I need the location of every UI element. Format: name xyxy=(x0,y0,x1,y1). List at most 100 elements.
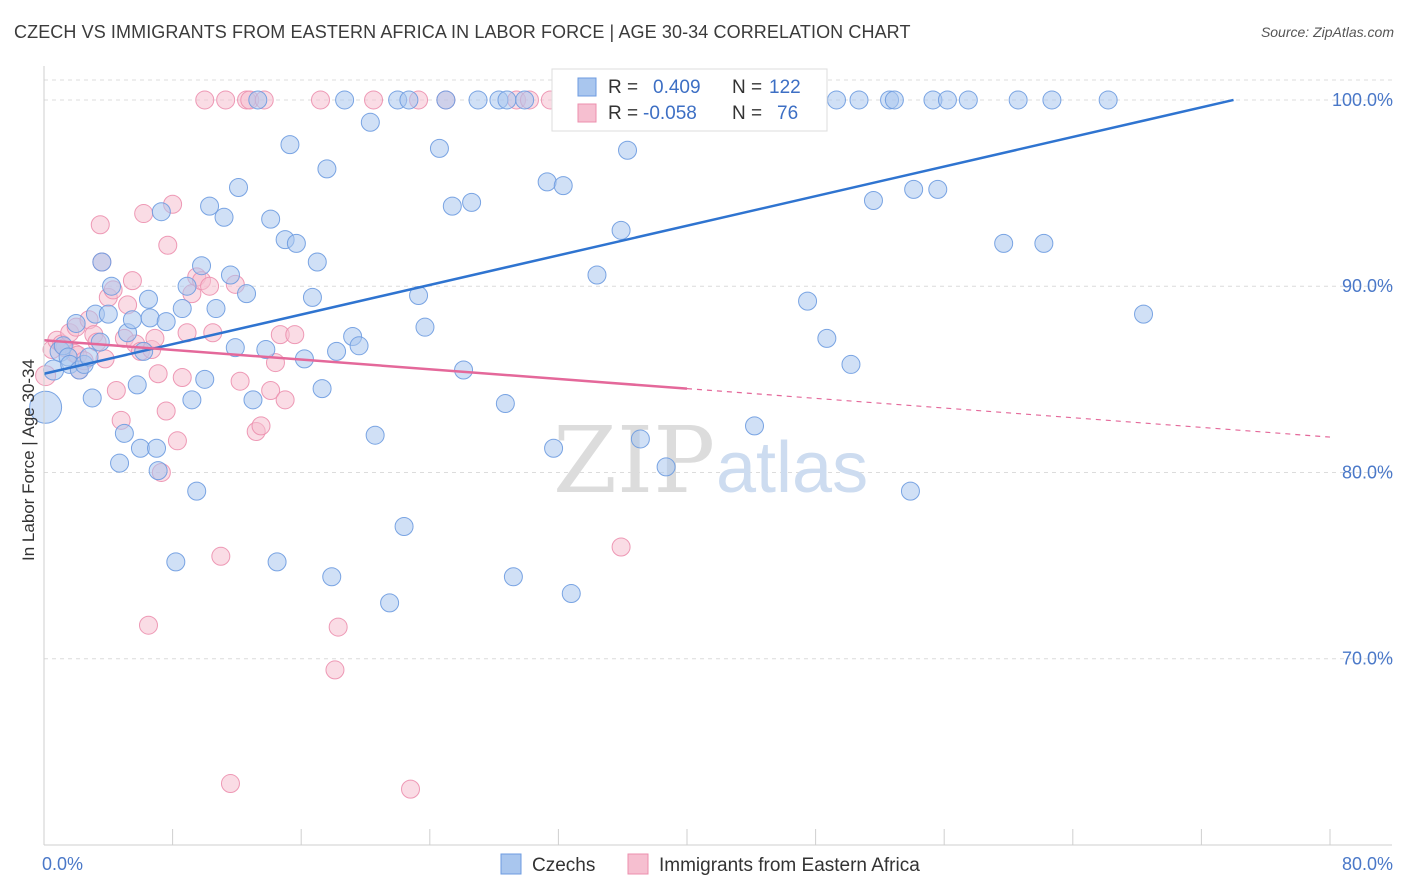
czechs-point xyxy=(745,416,765,436)
czechs-point xyxy=(29,390,63,424)
czechs-point xyxy=(130,438,150,458)
czechs-point xyxy=(225,338,245,358)
stats-czechs-r-label: R = xyxy=(608,77,638,98)
immigrants-point xyxy=(122,271,142,291)
czechs-point xyxy=(994,233,1014,253)
czechs-point xyxy=(937,90,957,110)
czechs-point xyxy=(302,287,322,307)
immigrants-point xyxy=(285,325,305,345)
czechs-point xyxy=(114,423,134,443)
czechs-point xyxy=(495,394,515,414)
immigrants-point xyxy=(138,615,158,635)
czechs-point xyxy=(66,313,86,333)
stats-czechs-r-value: 0.409 xyxy=(653,77,701,98)
stats-immigrants-r-label: R = xyxy=(608,103,638,124)
trend-lines xyxy=(43,98,1331,438)
czechs-point xyxy=(206,299,226,319)
czechs-point xyxy=(237,284,257,304)
czechs-point xyxy=(900,481,920,501)
immigrants-point xyxy=(200,276,220,296)
stats-czechs-swatch xyxy=(577,77,597,97)
czechs-point xyxy=(267,552,287,572)
czechs-point xyxy=(863,191,883,211)
czechs-point xyxy=(399,90,419,110)
y-tick-label: 80.0% xyxy=(1342,462,1393,482)
czechs-point xyxy=(200,196,220,216)
immigrants-point xyxy=(275,390,295,410)
immigrants-point xyxy=(134,204,154,224)
czechs-point xyxy=(928,179,948,199)
stats-immigrants-n-value: 76 xyxy=(777,103,798,124)
czechs-point xyxy=(127,375,147,395)
legend-immigrants-swatch xyxy=(627,853,649,875)
czechs-point xyxy=(317,159,337,179)
stats-czechs-n-label: N = xyxy=(732,77,762,98)
immigrants-point xyxy=(611,537,631,557)
czechs-point xyxy=(826,90,846,110)
czechs-point xyxy=(1034,233,1054,253)
czechs-point xyxy=(497,90,517,110)
czechs-point xyxy=(147,438,167,458)
czechs-point xyxy=(140,308,160,328)
czechs-point xyxy=(156,312,176,332)
chart-title: CZECH VS IMMIGRANTS FROM EASTERN AFRICA … xyxy=(14,22,911,42)
czechs-point xyxy=(1098,90,1118,110)
czechs-point xyxy=(187,481,207,501)
czechs-point xyxy=(122,310,142,330)
immigrants-point xyxy=(172,367,192,387)
czechs-point xyxy=(365,425,385,445)
legend: Czechs Immigrants from Eastern Africa xyxy=(500,853,920,876)
czechs-point xyxy=(229,177,249,197)
czechs-trend-line xyxy=(43,98,1234,375)
czechs-point xyxy=(182,390,202,410)
czechs-point xyxy=(243,390,263,410)
czechs-point xyxy=(884,90,904,110)
czechs-point xyxy=(148,461,168,481)
immigrants-point xyxy=(195,90,215,110)
stats-box-frame xyxy=(551,68,828,132)
czechs-point xyxy=(537,172,557,192)
czechs-point xyxy=(468,90,488,110)
watermark: ZIP atlas xyxy=(553,407,868,514)
immigrants-point xyxy=(216,90,236,110)
immigrants-point xyxy=(156,401,176,421)
czechs-point xyxy=(177,276,197,296)
czechs-point xyxy=(322,567,342,587)
czechs-point xyxy=(515,90,535,110)
czechs-point xyxy=(248,90,268,110)
czechs-point xyxy=(307,252,327,272)
czechs-point xyxy=(172,299,192,319)
immigrants-point xyxy=(325,660,345,680)
grid-layer: 100.0% 90.0% 80.0% 70.0% xyxy=(44,79,1393,669)
czechs-point xyxy=(110,453,130,473)
czechs-point xyxy=(1008,90,1028,110)
czechs-point xyxy=(544,438,564,458)
immigrants-point xyxy=(167,431,187,451)
watermark-atlas-text: atlas xyxy=(716,428,868,508)
stats-immigrants-r-value: -0.058 xyxy=(643,103,697,124)
czechs-point xyxy=(327,341,347,361)
czechs-point xyxy=(261,209,281,229)
czechs-point xyxy=(503,567,523,587)
czechs-point xyxy=(280,135,300,155)
czechs-point xyxy=(817,328,837,348)
czechs-point xyxy=(192,256,212,276)
source-credit: Source: ZipAtlas.com xyxy=(1260,24,1394,40)
y-axis-label: In Labor Force | Age 30-34 xyxy=(19,359,38,561)
czechs-point xyxy=(630,429,650,449)
immigrants-point xyxy=(230,371,250,391)
immigrants-point xyxy=(220,774,240,794)
immigrants-point xyxy=(310,90,330,110)
y-tick-label: 90.0% xyxy=(1342,276,1393,296)
stats-czechs-n-value: 122 xyxy=(769,77,801,98)
immigrants-point xyxy=(211,546,231,566)
x-tick-label: 80.0% xyxy=(1342,854,1393,874)
czechs-point xyxy=(1042,90,1062,110)
immigrants-point xyxy=(261,381,281,401)
czechs-point xyxy=(92,252,112,272)
immigrants-trend-line xyxy=(43,338,688,390)
immigrants-point xyxy=(148,364,168,384)
immigrants-point xyxy=(328,617,348,637)
czechs-point xyxy=(454,360,474,380)
